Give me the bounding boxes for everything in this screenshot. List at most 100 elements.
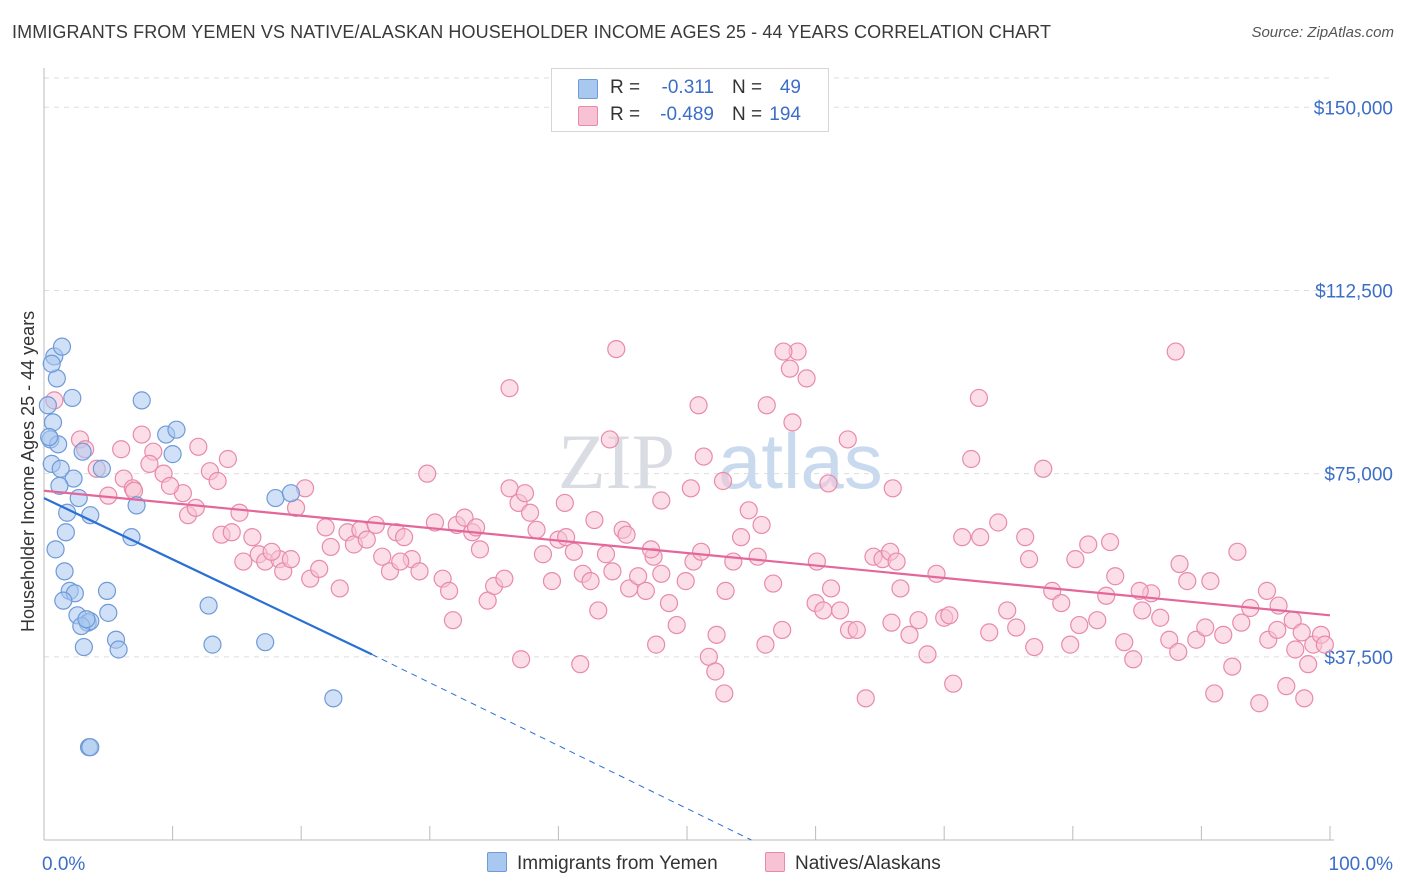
pink-point [1070, 615, 1089, 635]
pink-point [1115, 633, 1134, 652]
pink-point [112, 440, 131, 459]
pink-point [1196, 618, 1215, 637]
pink-point [1178, 572, 1197, 591]
legend-r-value: -0.489 [660, 104, 714, 125]
pink-point [1257, 581, 1277, 600]
pink-point [647, 635, 666, 654]
pink-point [1292, 623, 1311, 642]
pink-point [659, 593, 679, 613]
pink-point [731, 528, 751, 547]
pink-point [555, 493, 574, 513]
blue-point [42, 354, 61, 373]
legend-item-natives[interactable]: Natives/Alaskans [765, 852, 941, 875]
pink-point [1061, 635, 1080, 654]
pink-point [218, 449, 237, 469]
pink-point [585, 510, 604, 530]
pink-point [847, 620, 866, 640]
pink-point [330, 579, 349, 598]
y-axis-label: Householder Income Ages 25 - 44 years [18, 311, 38, 632]
pink-point [1268, 620, 1287, 640]
pink-point [186, 498, 205, 517]
pink-point [1007, 618, 1026, 637]
blue-point [97, 581, 117, 600]
watermark: ZIP atlas [558, 417, 883, 505]
pink-point [439, 581, 459, 600]
pink-point [681, 479, 700, 498]
y-tick-label: $112,500 [1315, 281, 1393, 302]
pink-point [716, 581, 735, 600]
pink-point [500, 479, 519, 498]
blue-point [92, 459, 111, 478]
blue-point [55, 562, 74, 581]
pink-point [1079, 535, 1098, 554]
pink-point [998, 601, 1017, 620]
legend-r-value: -0.311 [661, 77, 714, 98]
pink-point [1223, 657, 1242, 676]
pink-point [607, 339, 626, 359]
legend-swatch-blue [487, 852, 507, 872]
pink-point [1016, 528, 1035, 547]
pink-point [581, 572, 600, 591]
pink-point [310, 559, 329, 579]
pink-point [667, 615, 686, 635]
pink-point [774, 342, 793, 361]
trend-lines [43, 489, 1331, 841]
blue-point [281, 484, 301, 503]
blue-point [56, 523, 75, 542]
trend-line-natives [43, 489, 1331, 617]
pink-point [953, 528, 972, 547]
legend-swatch-pink [578, 106, 598, 126]
pink-point [281, 550, 301, 569]
pink-point [1043, 581, 1062, 600]
source-label: Source: ZipAtlas.com [1251, 24, 1394, 41]
pink-point [603, 562, 622, 581]
legend-item-yemen[interactable]: Immigrants from Yemen [487, 852, 718, 875]
y-tick-label: $37,500 [1324, 648, 1393, 669]
pink-point [713, 471, 733, 491]
pink-point [1025, 637, 1044, 657]
blue-point [63, 388, 82, 408]
blue-point [99, 603, 118, 622]
pink-point [887, 552, 906, 571]
stats-legend: R = -0.311 N = 49 R = -0.489 N = 194 [551, 68, 829, 132]
y-tick-labels: $37,500 $75,000 $112,500 $150,000 [1314, 98, 1393, 669]
pink-point [882, 613, 901, 632]
blue-point [38, 396, 57, 415]
pink-point [883, 479, 902, 498]
pink-point [927, 564, 946, 583]
pink-point [234, 552, 253, 571]
pink-point [455, 508, 474, 527]
blue-point [77, 610, 96, 629]
pink-point [830, 601, 850, 620]
blue-point [163, 445, 182, 464]
pink-point [764, 574, 783, 593]
pink-point [357, 530, 376, 549]
legend-r-label: R = [610, 77, 641, 98]
legend-row-natives: R = -0.489 N = 194 [552, 100, 828, 128]
pink-point [230, 503, 249, 522]
pink-point [1170, 554, 1189, 574]
pink-point [1066, 550, 1085, 569]
pink-point [533, 545, 553, 564]
pink-point [752, 515, 771, 535]
pink-point [1151, 608, 1170, 627]
pink-point [1019, 550, 1039, 569]
pink-point [629, 567, 648, 586]
pink-point [689, 396, 708, 415]
pink-point [1205, 684, 1224, 703]
pink-point [783, 413, 802, 432]
pink-point [1214, 625, 1233, 644]
pink-point [1160, 630, 1179, 649]
pink-point [694, 447, 713, 466]
pink-point [321, 537, 340, 557]
trend-line-yemen-extension [371, 653, 752, 841]
pink-point [495, 569, 514, 588]
pink-point [821, 579, 841, 598]
pink-point [1034, 459, 1053, 478]
pink-point [1299, 655, 1318, 674]
pink-point [715, 684, 734, 703]
blue-point [167, 420, 186, 439]
blue-point [74, 637, 93, 657]
pink-point [512, 650, 531, 669]
legend-row-yemen: R = -0.311 N = 49 [552, 73, 828, 101]
